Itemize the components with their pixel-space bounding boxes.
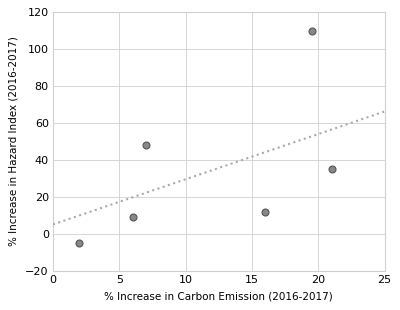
Point (76, 241, 83, 246)
Point (143, 143, 149, 148)
X-axis label: % Increase in Carbon Emission (2016-2017): % Increase in Carbon Emission (2016-2017… (104, 292, 333, 302)
Point (129, 215, 136, 219)
Point (262, 209, 268, 214)
Point (308, 28, 315, 33)
Point (328, 167, 335, 172)
Y-axis label: % Increase in Hazard Index (2016-2017): % Increase in Hazard Index (2016-2017) (8, 37, 18, 246)
